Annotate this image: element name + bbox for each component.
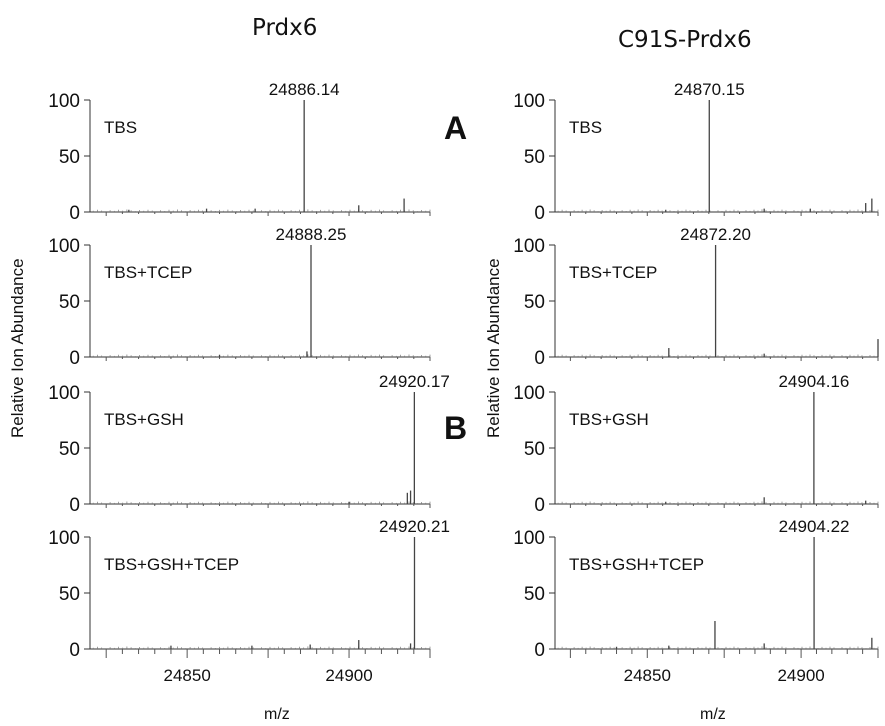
left-panel-4: 0 50 100 TBS+GSH+TCEP 24920.21 24850 24900 [48,517,450,685]
x-tick-label: 24850 [624,666,671,685]
left-column-title: Prdx6 [252,15,318,41]
baseline-noise [92,354,431,357]
y-tick-label: 100 [513,91,545,112]
y-tick-label: 100 [48,236,80,257]
panel-letter-b: B [444,410,468,446]
peak-mz-label: 24920.17 [379,372,450,391]
peak-mz-label: 24904.22 [779,517,850,536]
right-panel-2: 0 50 100 TBS+TCEP 24872.20 [513,225,879,369]
y-tick-label: 0 [534,203,545,224]
baseline-noise [557,354,879,357]
right-x-axis-label: m/z [700,706,726,723]
peak-mz-label: 24886.14 [269,80,340,99]
y-tick-label: 0 [534,495,545,516]
condition-label: TBS [104,118,137,137]
condition-label: TBS+GSH [104,410,184,429]
y-tick-label: 0 [69,495,80,516]
peak-mz-label: 24920.21 [379,517,450,536]
baseline-noise [557,501,879,504]
right-panel-4: 0 50 100 TBS+GSH+TCEP 24904.22 24850 24900 [513,517,879,685]
y-tick-label: 50 [59,147,80,168]
y-tick-label: 50 [524,147,545,168]
condition-label: TBS [569,118,602,137]
y-tick-label: 0 [69,348,80,369]
x-tick-label: 24850 [164,666,211,685]
condition-label: TBS+GSH [569,410,649,429]
panel-letter-a: A [444,110,468,146]
peak-mz-label: 24872.20 [680,225,751,244]
right-column-title: C91S-Prdx6 [618,27,752,53]
y-tick-label: 50 [59,584,80,605]
y-tick-label: 100 [513,236,545,257]
y-tick-label: 50 [524,584,545,605]
y-tick-label: 100 [48,383,80,404]
y-tick-label: 0 [69,203,80,224]
y-tick-label: 50 [59,292,80,313]
left-panel-1: 0 50 100 TBS 24886.14 [48,80,431,224]
y-tick-label: 50 [59,439,80,460]
baseline-noise [92,501,431,504]
peak-mz-label: 24888.25 [276,225,347,244]
y-tick-label: 50 [524,292,545,313]
condition-label: TBS+TCEP [569,263,657,282]
y-tick-label: 0 [534,348,545,369]
condition-label: TBS+GSH+TCEP [104,555,239,574]
left-panel-2: 0 50 100 TBS+TCEP 24888.25 [48,225,431,369]
y-tick-label: 50 [524,439,545,460]
y-tick-label: 100 [513,383,545,404]
x-tick-label: 24900 [325,666,372,685]
baseline-noise [557,646,879,649]
y-tick-label: 100 [48,91,80,112]
y-tick-label: 100 [513,528,545,549]
condition-label: TBS+GSH+TCEP [569,555,704,574]
peak-mz-label: 24870.15 [674,80,745,99]
baseline-noise [557,209,879,212]
y-tick-label: 100 [48,528,80,549]
left-panel-3: 0 50 100 TBS+GSH 24920.17 [48,372,450,516]
x-tick-label: 24900 [777,666,824,685]
y-tick-label: 0 [69,640,80,661]
right-panel-1: 0 50 100 TBS 24870.15 [513,80,879,224]
peak-mz-label: 24904.16 [778,372,849,391]
condition-label: TBS+TCEP [104,263,192,282]
right-panel-3: 0 50 100 TBS+GSH 24904.16 [513,372,879,516]
left-x-axis-label: m/z [264,706,290,723]
y-tick-label: 0 [534,640,545,661]
